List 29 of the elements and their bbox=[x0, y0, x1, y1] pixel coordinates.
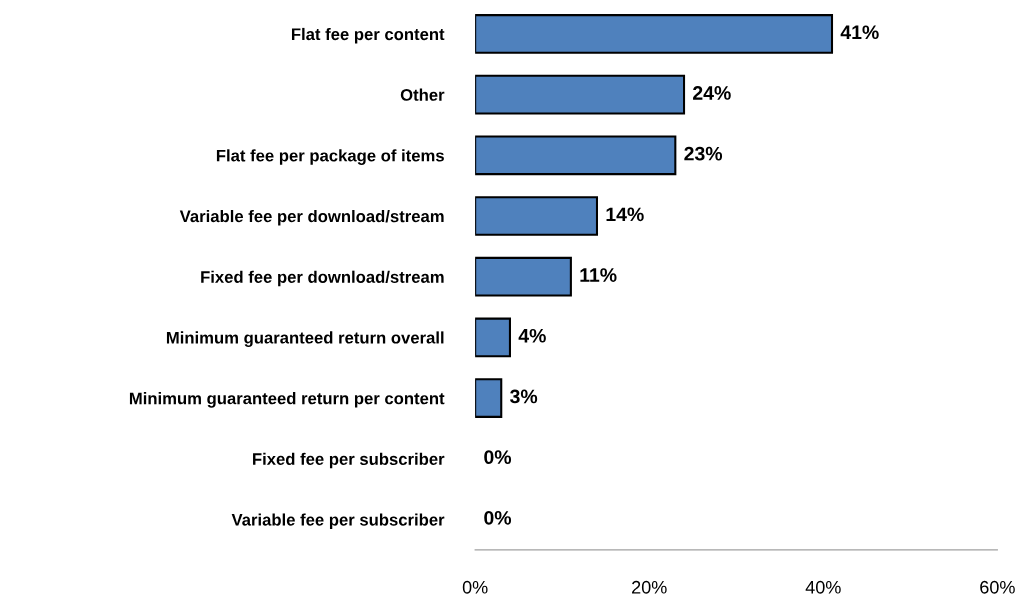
bar bbox=[475, 196, 599, 236]
data-label: 11% bbox=[580, 268, 617, 282]
data-label: 3% bbox=[510, 389, 538, 404]
y-tick-label: Minimum guaranteed return per content bbox=[129, 392, 445, 408]
y-tick-label: Fixed fee per subscriber bbox=[253, 452, 445, 469]
x-tick-label: 20% bbox=[632, 580, 667, 594]
data-label: 0% bbox=[484, 450, 512, 465]
data-label: 14% bbox=[606, 207, 644, 222]
data-label: 24% bbox=[693, 86, 731, 100]
data-label: 41% bbox=[840, 25, 879, 40]
data-label: 23% bbox=[684, 146, 723, 161]
bar bbox=[475, 14, 834, 54]
bar bbox=[475, 74, 686, 115]
bar bbox=[475, 378, 503, 418]
y-tick-label: Variable fee per download/stream bbox=[179, 209, 444, 226]
y-tick-label: Fixed fee per download/stream bbox=[201, 270, 444, 287]
bar bbox=[475, 135, 677, 176]
y-tick-label: Variable fee per subscriber bbox=[231, 513, 445, 529]
y-tick-label: Other bbox=[400, 88, 445, 101]
x-tick-label: 0% bbox=[462, 580, 488, 594]
x-tick-label: 40% bbox=[805, 580, 841, 594]
y-tick-label: Flat fee per package of items bbox=[216, 149, 444, 165]
bar bbox=[475, 317, 511, 358]
y-tick-label: Minimum guaranteed return overall bbox=[166, 331, 444, 347]
data-label: 4% bbox=[518, 328, 546, 343]
data-label: 0% bbox=[484, 510, 512, 525]
x-tick-label: 60% bbox=[980, 580, 1015, 594]
y-tick-label: Flat fee per content bbox=[291, 27, 445, 44]
bar bbox=[475, 256, 572, 297]
